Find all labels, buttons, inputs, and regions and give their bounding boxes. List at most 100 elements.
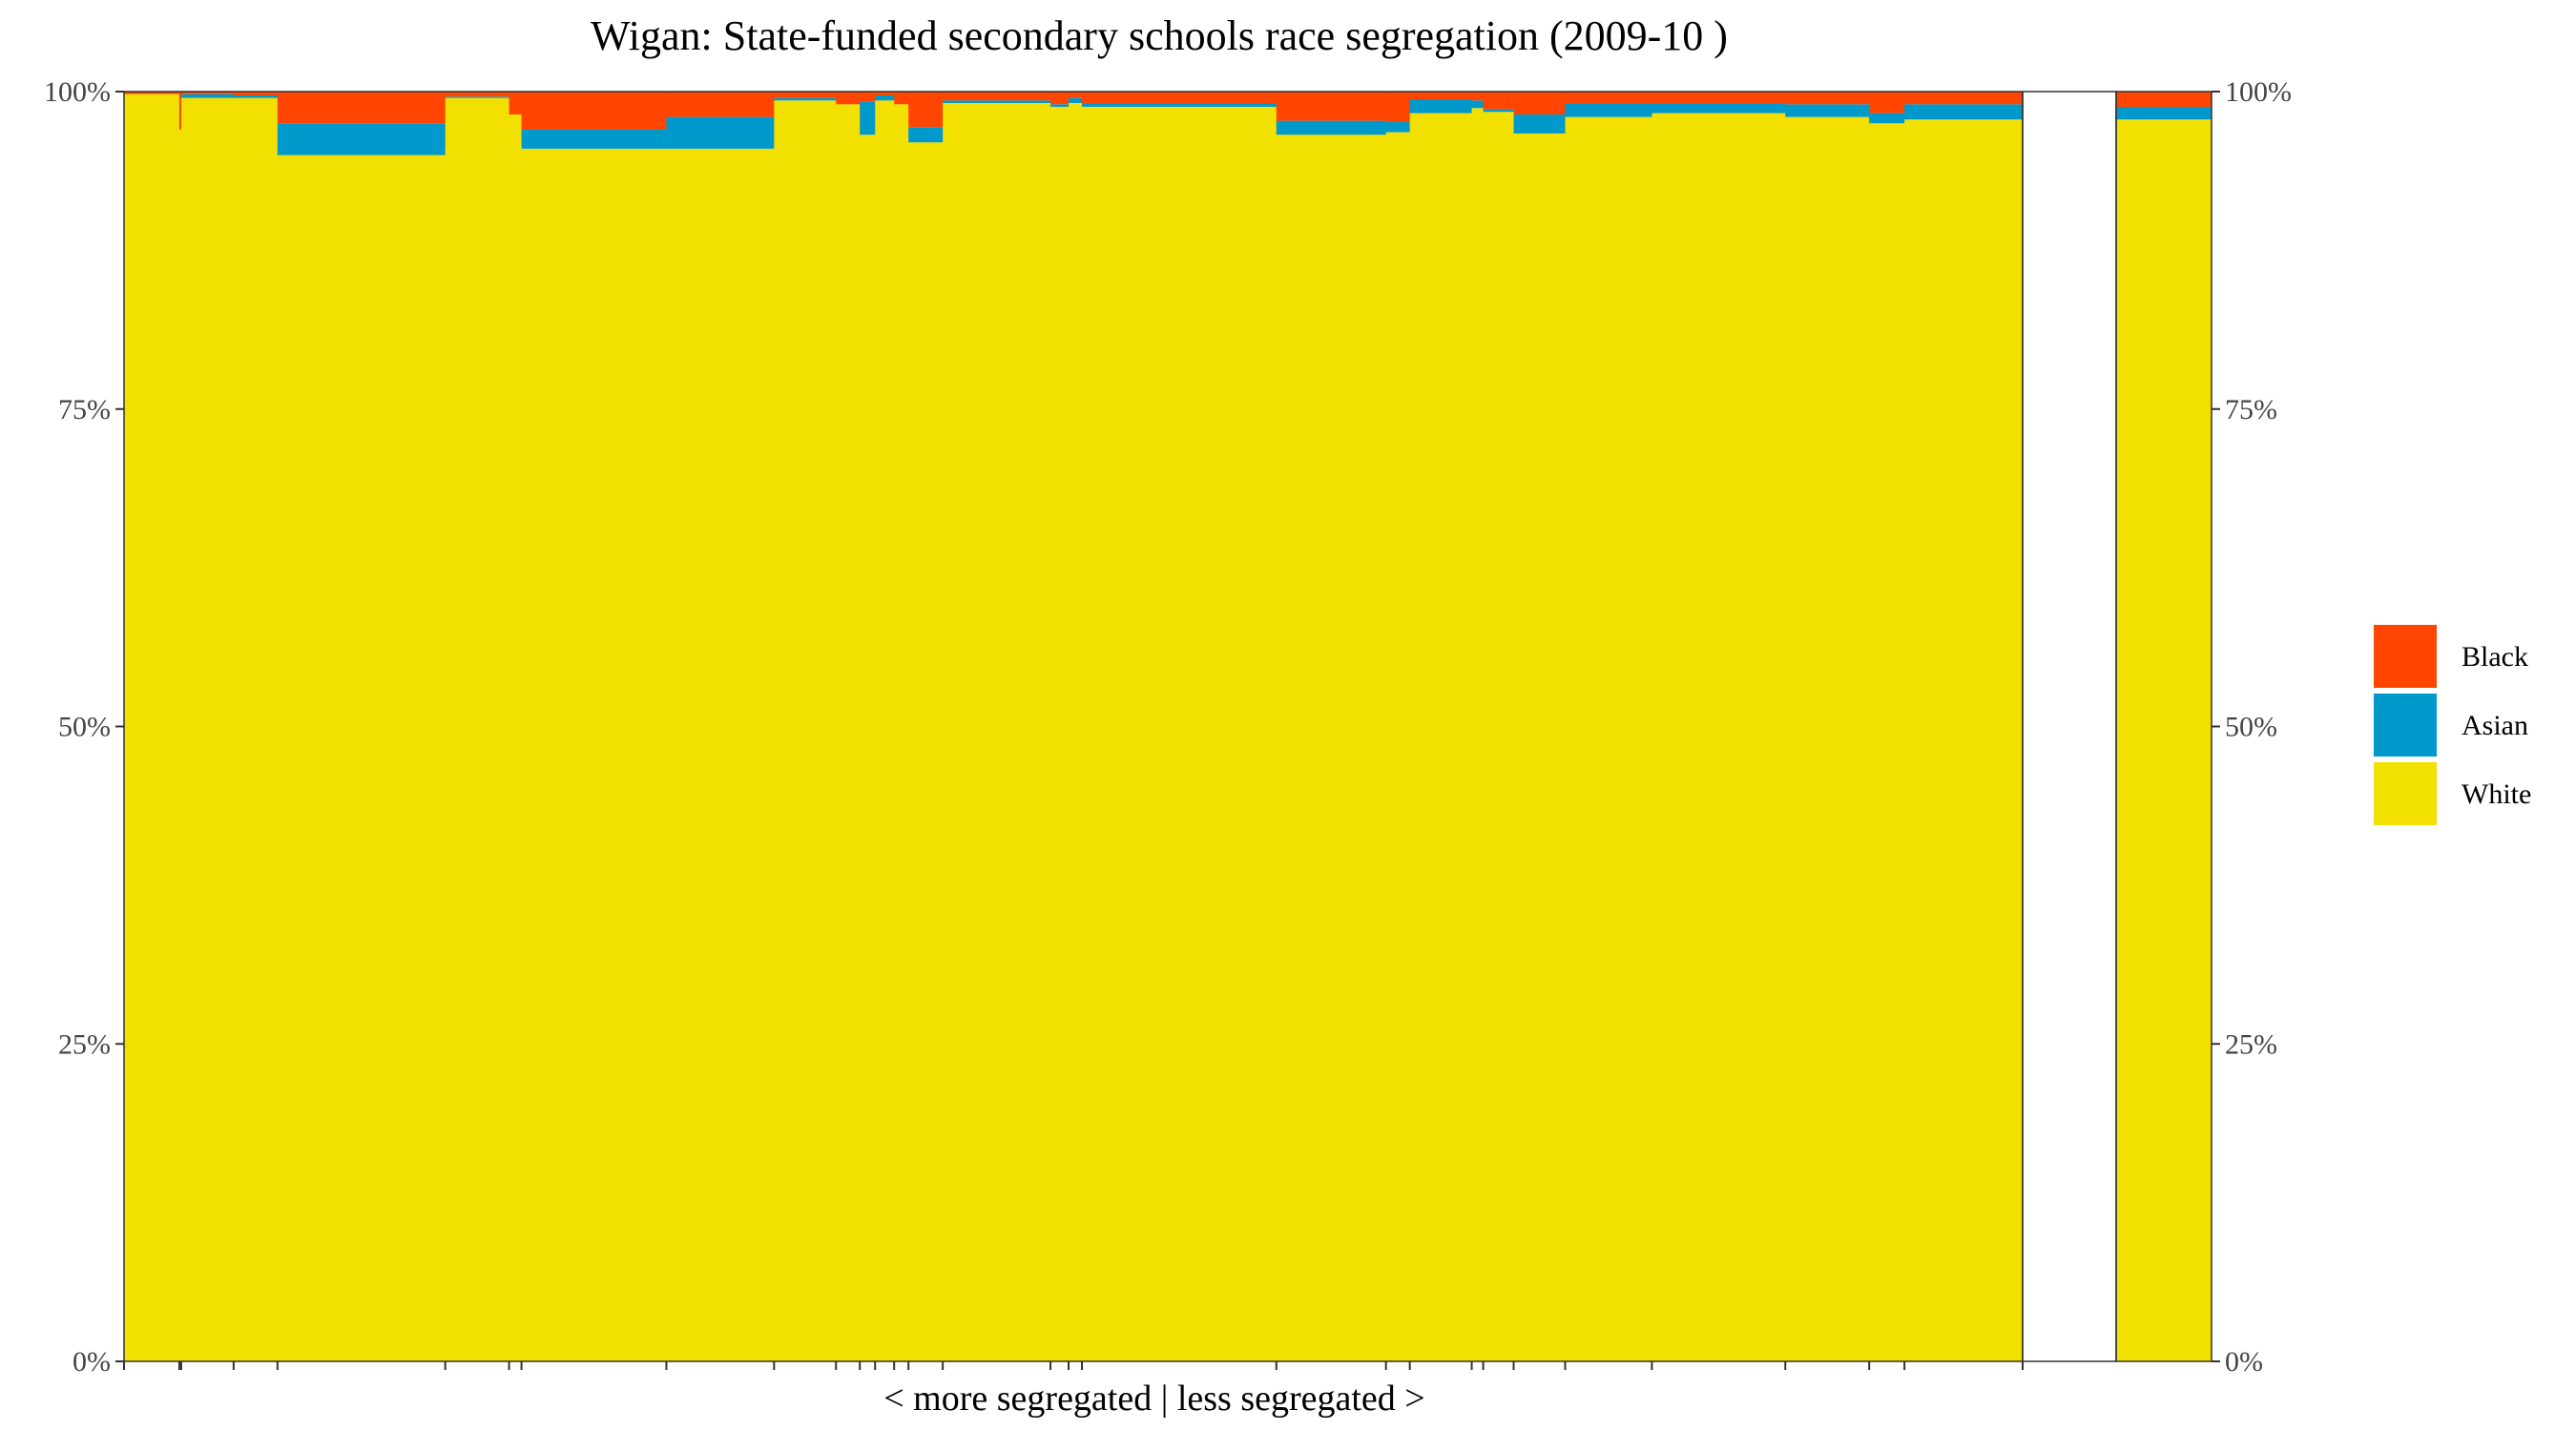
bar-segment-white-6	[445, 97, 510, 1361]
bar-segment-white-18	[1069, 102, 1083, 1362]
y-tick-label-left: 75%	[58, 394, 111, 425]
overall-segment-asian	[2116, 106, 2212, 120]
bar-segment-white-19	[1081, 106, 1278, 1362]
bar-segment-asian-23	[1471, 100, 1485, 109]
bar-segment-white-24	[1483, 112, 1515, 1361]
bar-segment-white-12	[860, 135, 876, 1361]
bar-segment-white-30	[1904, 119, 2024, 1361]
bar-segment-black-14	[894, 92, 909, 105]
x-axis-label: < more segregated | less segregated >	[883, 1379, 1424, 1419]
bar-segment-black-21	[1385, 92, 1411, 122]
bar-segment-black-13	[875, 92, 895, 95]
bar-segment-white-22	[1409, 113, 1473, 1361]
bar-segment-black-4	[233, 92, 279, 95]
legend: Black Asian White	[2374, 625, 2531, 825]
overall-segment-white	[2116, 119, 2212, 1361]
bar-segment-asian-5	[277, 123, 447, 156]
legend-swatch-white	[2374, 762, 2437, 825]
y-tick-label-right: 50%	[2225, 712, 2277, 743]
bar-segment-black-1	[124, 92, 180, 94]
bar-segment-black-9	[666, 92, 775, 117]
school-bars	[124, 92, 2024, 1362]
bar-segment-asian-4	[233, 94, 279, 98]
bar-segment-black-29	[1869, 92, 1905, 114]
bar-segment-white-15	[908, 142, 944, 1362]
bar-segment-black-17	[1050, 92, 1070, 105]
bar-segment-asian-9	[666, 116, 775, 149]
overall-bar	[2116, 92, 2212, 1361]
bar-segment-white-25	[1513, 133, 1567, 1361]
bar-segment-asian-29	[1869, 113, 1905, 124]
bar-segment-asian-28	[1785, 104, 1870, 117]
bar-segment-asian-22	[1409, 98, 1473, 114]
bar-segment-white-26	[1565, 116, 1652, 1362]
bar-segment-white-4	[233, 97, 279, 1361]
bar-segment-black-11	[836, 92, 861, 105]
bar-segment-white-17	[1050, 106, 1070, 1362]
bar-segment-asian-8	[521, 129, 668, 149]
y-tick-label-right: 25%	[2225, 1028, 2277, 1060]
bar-segment-white-14	[894, 104, 909, 1361]
bar-segment-asian-30	[1904, 104, 2024, 120]
bar-segment-white-29	[1869, 123, 1905, 1361]
y-tick-label-left: 50%	[58, 712, 111, 743]
bar-segment-black-26	[1565, 92, 1652, 103]
bar-segment-black-3	[180, 92, 235, 94]
bar-segment-black-8	[521, 92, 668, 130]
bar-segment-white-2	[178, 129, 182, 1362]
bar-segment-black-16	[943, 92, 1051, 101]
bar-segment-white-1	[124, 93, 180, 1361]
bar-segment-asian-18	[1069, 97, 1083, 103]
bar-segment-black-2	[178, 92, 182, 130]
y-tick-label-right: 100%	[2225, 76, 2292, 108]
legend-swatch-black	[2374, 625, 2437, 688]
bar-segment-black-10	[774, 92, 837, 98]
bar-segment-asian-6	[445, 96, 510, 98]
y-tick-label-right: 75%	[2225, 394, 2277, 425]
bar-segment-asian-20	[1276, 120, 1387, 135]
y-axis-left: 0% 25% 50% 75% 100%	[44, 76, 124, 1378]
bar-segment-white-8	[521, 148, 668, 1361]
bar-segment-black-27	[1652, 92, 1786, 103]
bar-segment-white-21	[1385, 132, 1411, 1362]
bar-segment-black-25	[1513, 92, 1567, 114]
bar-segment-black-28	[1785, 92, 1870, 105]
legend-label-asian: Asian	[2462, 710, 2528, 741]
legend-swatch-asian	[2374, 694, 2437, 757]
bar-segment-black-30	[1904, 92, 2024, 105]
bar-segment-black-12	[860, 92, 876, 102]
y-tick-label-left: 100%	[44, 76, 111, 108]
bar-segment-asian-17	[1050, 104, 1070, 107]
overall-segment-black	[2116, 92, 2212, 107]
bar-segment-asian-19	[1081, 102, 1278, 107]
bar-segment-white-3	[180, 97, 235, 1361]
y-tick-label-left: 0%	[73, 1346, 111, 1378]
x-axis-ticks	[123, 1361, 2024, 1370]
bar-segment-asian-25	[1513, 114, 1567, 134]
bar-segment-white-9	[666, 148, 775, 1361]
bar-segment-white-11	[836, 104, 861, 1361]
bar-segment-asian-27	[1652, 102, 1786, 114]
legend-label-black: Black	[2462, 641, 2528, 673]
bar-segment-black-22	[1409, 92, 1473, 99]
legend-label-white: White	[2462, 778, 2531, 810]
bar-segment-asian-13	[875, 94, 895, 101]
bar-segment-black-18	[1069, 92, 1083, 98]
y-tick-label-right: 0%	[2225, 1346, 2263, 1378]
bar-segment-black-6	[445, 92, 510, 97]
bar-segment-white-7	[509, 114, 523, 1362]
bar-segment-asian-12	[860, 101, 876, 135]
bar-segment-black-20	[1276, 92, 1387, 121]
bar-segment-black-7	[509, 92, 523, 114]
bar-segment-white-13	[875, 100, 895, 1362]
bar-segment-black-23	[1471, 92, 1485, 101]
bar-segment-white-27	[1652, 113, 1786, 1361]
y-axis-right: 0% 25% 50% 75% 100%	[2212, 76, 2292, 1378]
bar-segment-black-24	[1483, 92, 1515, 110]
y-tick-label-left: 25%	[58, 1028, 111, 1060]
bar-segment-asian-26	[1565, 102, 1652, 117]
bar-segment-white-20	[1276, 135, 1387, 1361]
bar-segment-white-16	[943, 102, 1051, 1362]
bar-segment-asian-24	[1483, 109, 1515, 113]
